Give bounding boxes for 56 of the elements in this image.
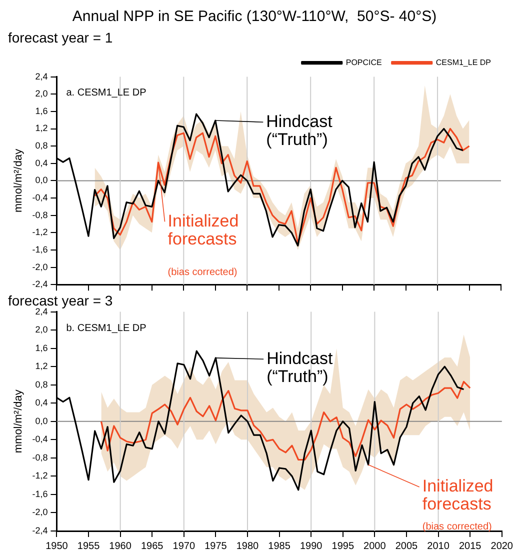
y-tick-label: -0,8 (32, 210, 48, 220)
y-tick-label: -2,0 (32, 507, 48, 518)
y-tick-label: -1,2 (32, 470, 48, 481)
y-tick-label: -2,4 (32, 525, 48, 536)
y-tick-label: 0,0 (35, 416, 48, 426)
y-tick-label: 1,6 (35, 106, 48, 116)
x-tick-label: 2005 (395, 540, 418, 552)
y-tick-label: 2,0 (35, 324, 48, 335)
y-tick-label: 0,8 (35, 140, 48, 151)
annotation: Hindcast (“Truth”) (266, 348, 333, 386)
y-axis-title: mmol/m²/day (12, 389, 25, 454)
y-tick-label: 1,2 (35, 123, 48, 134)
x-tick-label: 1985 (268, 540, 291, 552)
annotation: Hindcast (“Truth”) (266, 112, 333, 149)
y-tick-label: -1,6 (32, 488, 48, 499)
chart-title: forecast year = 3 (8, 292, 113, 308)
annotation: Initialized forecasts (168, 211, 239, 248)
y-tick-label: 0,4 (35, 398, 48, 408)
y-tick-label: 0,4 (35, 158, 48, 168)
y-tick-label: 1,6 (35, 342, 48, 353)
legend-label: POPCICE (346, 58, 382, 68)
annotation: (bias corrected) (422, 522, 492, 533)
annotation: (bias corrected) (168, 267, 238, 278)
y-tick-label: -1,2 (32, 227, 48, 238)
x-tick-label: 1995 (332, 540, 354, 552)
chart-title: Annual NPP in SE Pacific (130°W-110°W, 50°S- 40°S) (72, 8, 437, 26)
x-tick-label: 1970 (172, 540, 196, 552)
x-tick-label: 1960 (109, 540, 132, 552)
y-tick-label: 2,4 (35, 71, 48, 82)
y-tick-label: 2,0 (35, 88, 48, 99)
y-tick-label: 0,0 (35, 175, 48, 186)
x-tick-label: 2020 (490, 540, 514, 552)
x-tick-label: 1990 (300, 540, 323, 552)
y-tick-label: -0,4 (32, 192, 48, 202)
x-tick-label: 2010 (427, 540, 450, 552)
x-tick-label: 1965 (140, 540, 164, 552)
x-tick-label: 1975 (204, 540, 228, 552)
y-tick-label: -0,8 (32, 452, 48, 462)
x-tick-label: 2000 (364, 540, 386, 552)
x-tick-label: 1980 (236, 540, 260, 552)
annotation: b. CESM1_LE DP (66, 322, 147, 334)
x-tick-label: 1955 (77, 540, 100, 552)
y-tick-label: -0,4 (32, 434, 48, 444)
y-tick-label: 1,2 (35, 361, 48, 372)
y-tick-label: -2,4 (32, 279, 48, 290)
x-tick-label: 1950 (46, 540, 68, 552)
y-tick-label: 0,8 (35, 379, 48, 390)
y-tick-label: -2,0 (32, 262, 48, 272)
x-tick-label: 2015 (458, 540, 482, 552)
legend-label: CESM1_LE DP (436, 58, 492, 68)
annotation: a. CESM1_LE DP (66, 87, 147, 98)
y-axis-title: mmol/m²/day (12, 148, 25, 212)
y-tick-label: -1,6 (32, 244, 48, 254)
annotation: Initialized forecasts (422, 476, 494, 514)
y-tick-label: 2,4 (35, 306, 48, 316)
chart-subtitle: forecast year = 1 (8, 29, 113, 46)
